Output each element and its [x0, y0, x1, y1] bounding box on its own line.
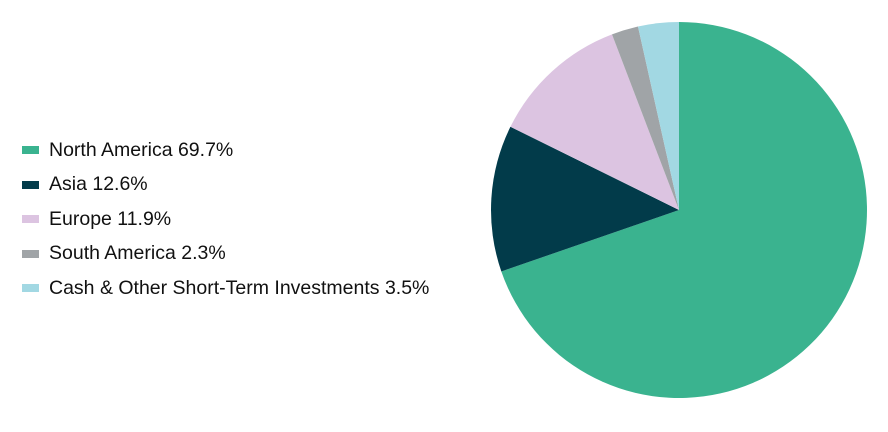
legend-swatch — [22, 215, 39, 224]
legend-item: Cash & Other Short-Term Investments 3.5% — [22, 271, 429, 306]
legend-item: Europe 11.9% — [22, 202, 429, 237]
legend-label: Europe 11.9% — [49, 207, 172, 230]
legend-label: North America 69.7% — [49, 138, 234, 161]
pie-slice — [491, 126, 679, 272]
legend-swatch — [22, 146, 39, 155]
legend-item: North America 69.7% — [22, 133, 429, 168]
legend-label: Asia 12.6% — [49, 173, 148, 196]
pie-slice — [510, 34, 679, 210]
legend-label: South America 2.3% — [49, 242, 226, 265]
pie-slice — [637, 22, 679, 210]
chart-legend: North America 69.7% Asia 12.6% Europe 11.9… — [22, 133, 429, 306]
pie-slice — [501, 22, 868, 398]
pie-slice — [611, 26, 679, 211]
legend-item: Asia 12.6% — [22, 168, 429, 203]
legend-swatch — [22, 284, 39, 293]
legend-swatch — [22, 180, 39, 189]
legend-swatch — [22, 249, 39, 258]
legend-item: South America 2.3% — [22, 237, 429, 272]
legend-label: Cash & Other Short-Term Investments 3.5% — [49, 276, 430, 299]
